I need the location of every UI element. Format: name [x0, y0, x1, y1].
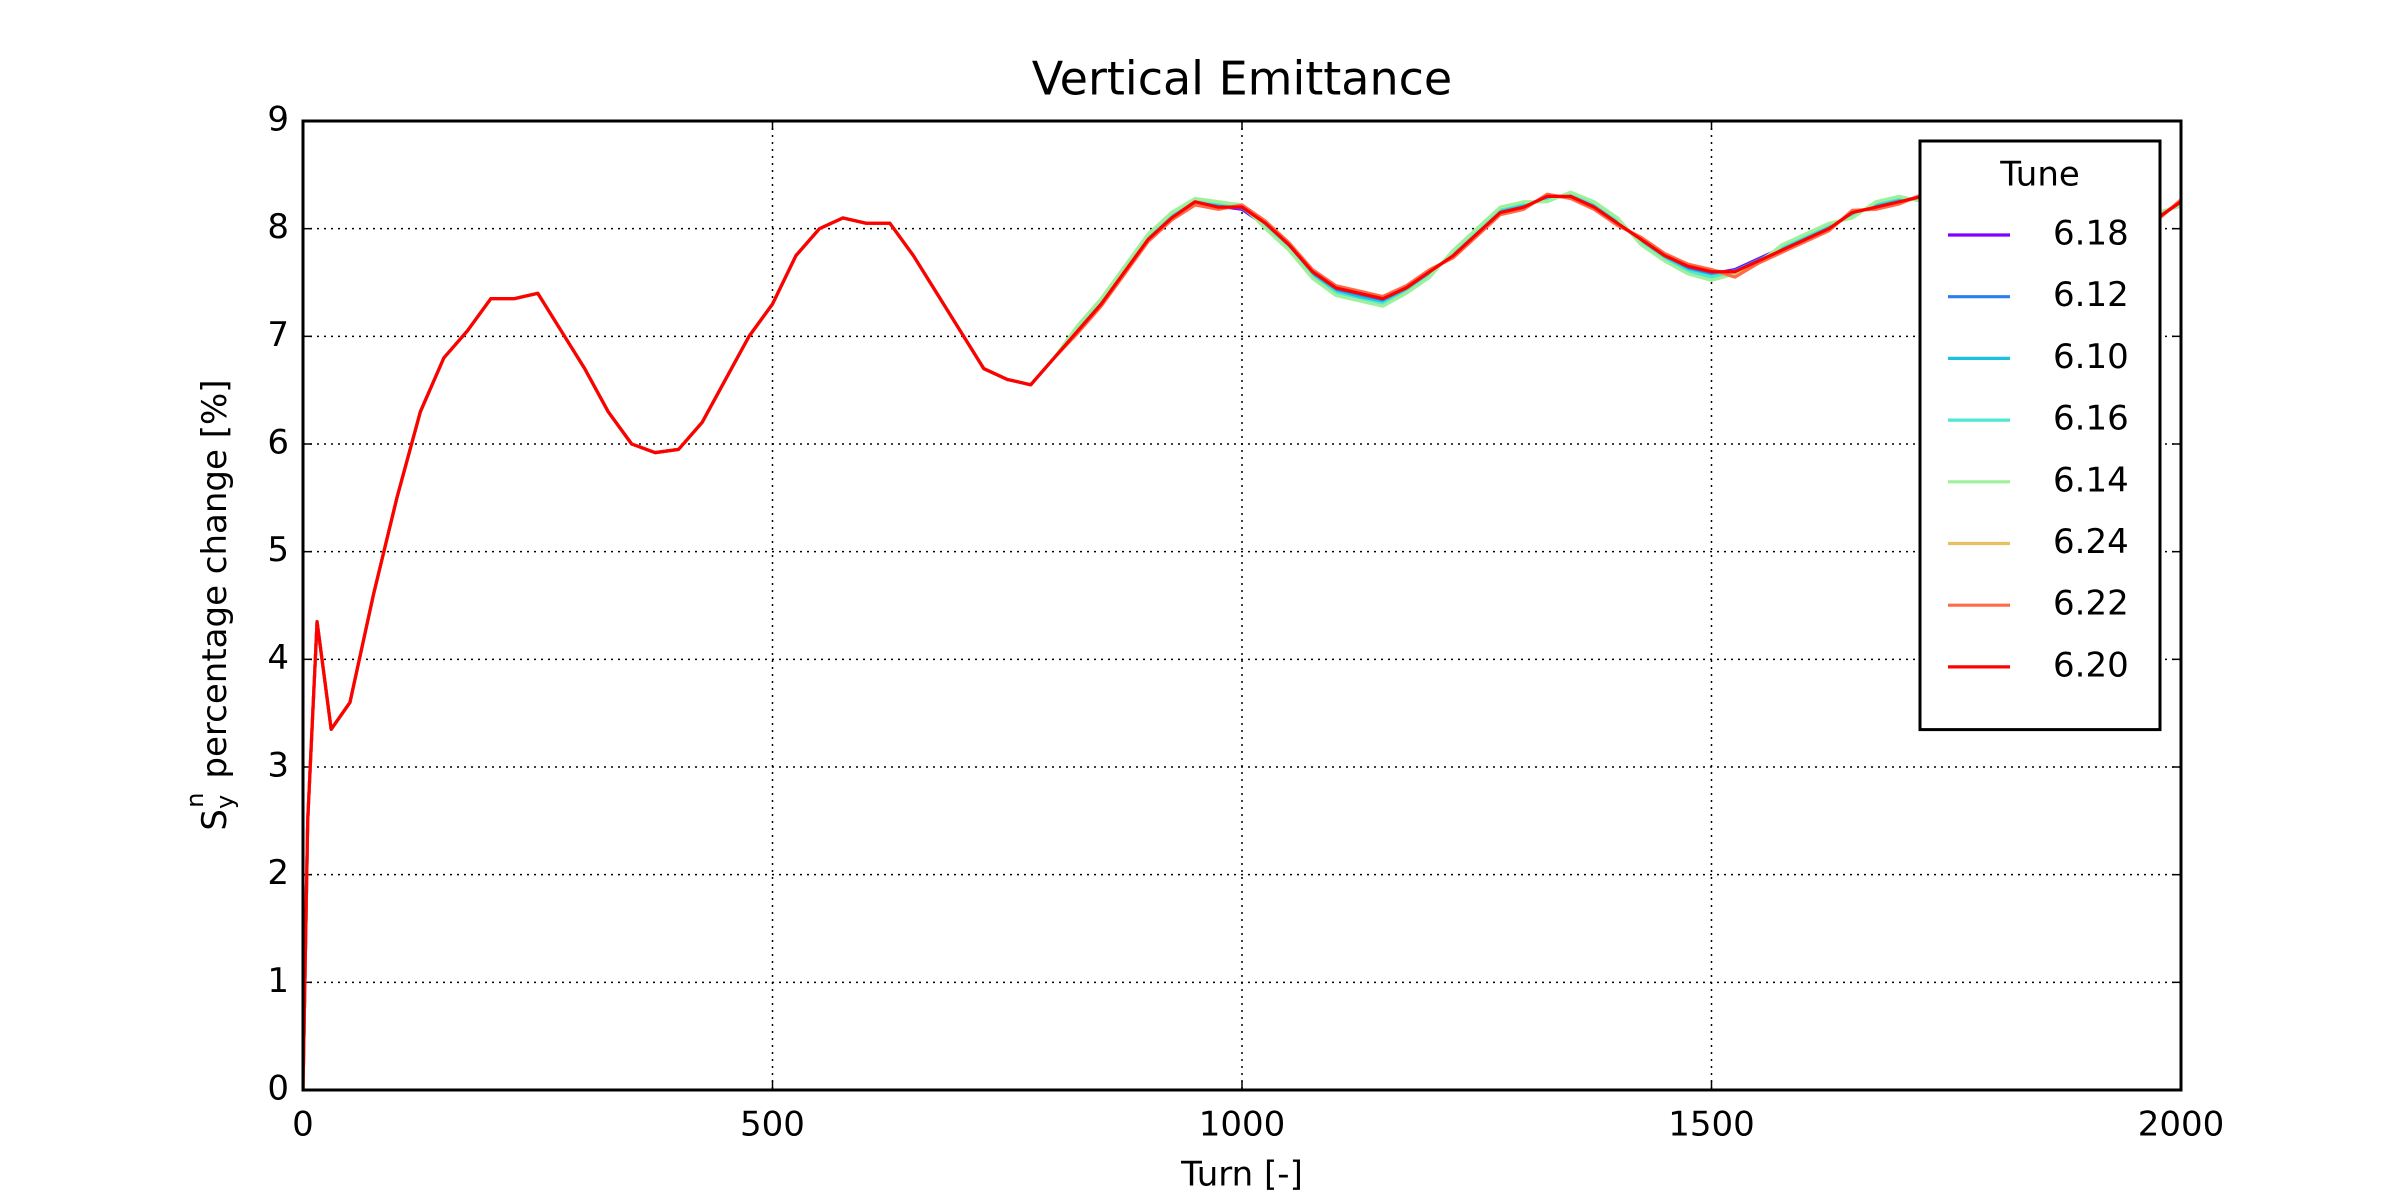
x-tick-label: 1500	[1668, 1105, 1755, 1145]
y-label-sup: n	[181, 793, 209, 808]
y-tick-label: 8	[267, 207, 289, 247]
legend-label: 6.16	[2053, 399, 2129, 439]
legend-label: 6.18	[2053, 214, 2129, 254]
legend-box	[1918, 139, 2162, 732]
y-label-text: percentage change [%]	[195, 379, 235, 778]
legend-label: 6.24	[2053, 522, 2129, 562]
y-tick-label: 3	[267, 746, 289, 786]
y-tick-label: 4	[267, 638, 289, 678]
legend-label: 6.12	[2053, 275, 2129, 315]
y-tick-label: 6	[267, 423, 289, 463]
y-tick-label: 7	[267, 315, 289, 355]
y-axis-label: Syn percentage change [%]	[181, 379, 239, 830]
x-tick-label: 1000	[1199, 1105, 1286, 1145]
y-tick-label: 0	[267, 1069, 289, 1109]
y-tick-label: 2	[267, 853, 289, 893]
plot-frame	[301, 119, 2183, 1092]
x-tick-label: 500	[740, 1105, 805, 1145]
x-axis-label: Turn [-]	[1180, 1155, 1303, 1195]
chart-title: Vertical Emittance	[1032, 52, 1452, 106]
y-tick-label: 1	[267, 961, 289, 1001]
y-label-sub: y	[211, 795, 239, 809]
y-tick-label: 5	[267, 530, 289, 570]
legend-title: Tune	[1999, 155, 2080, 195]
x-tick-label: 0	[292, 1105, 314, 1145]
x-tick-label: 2000	[2138, 1105, 2225, 1145]
legend-label: 6.20	[2053, 645, 2129, 685]
legend-label: 6.10	[2053, 337, 2129, 377]
y-label-base: S	[195, 809, 235, 831]
legend-label: 6.14	[2053, 460, 2129, 500]
legend-label: 6.22	[2053, 584, 2129, 624]
series-line	[303, 194, 2181, 1090]
y-tick-label: 9	[267, 100, 289, 140]
